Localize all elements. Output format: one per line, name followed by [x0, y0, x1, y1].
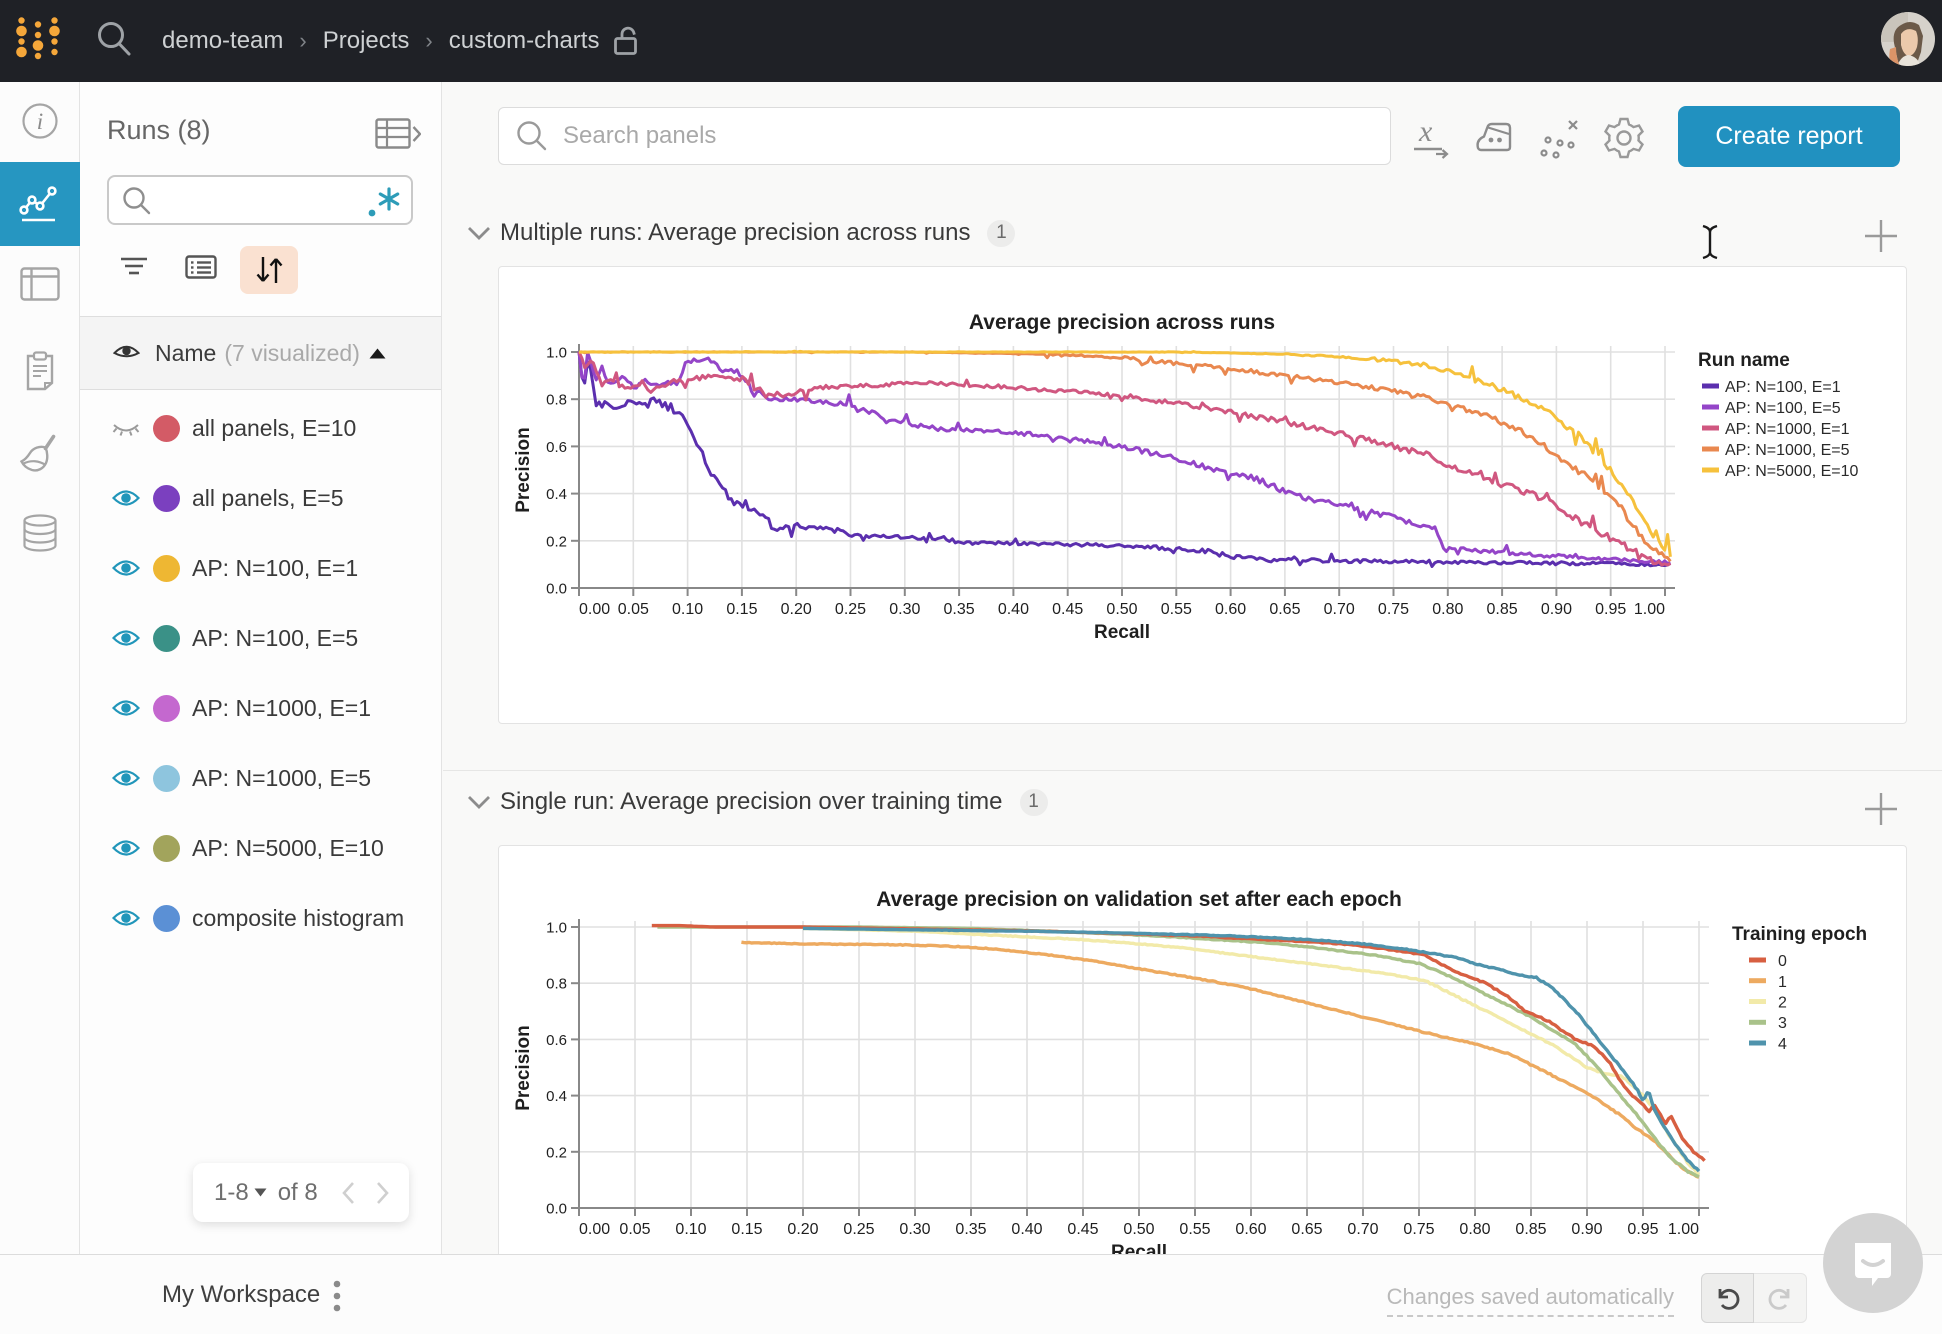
svg-text:0.95: 0.95 — [1627, 1221, 1658, 1238]
svg-text:0.70: 0.70 — [1324, 601, 1355, 618]
svg-text:0.05: 0.05 — [618, 601, 649, 618]
svg-text:0.0: 0.0 — [546, 1201, 567, 1218]
svg-text:0.15: 0.15 — [726, 601, 757, 618]
svg-text:0.0: 0.0 — [546, 581, 567, 598]
svg-text:Average precision across runs: Average precision across runs — [969, 311, 1275, 334]
svg-text:0.05: 0.05 — [619, 1221, 650, 1238]
svg-text:0.85: 0.85 — [1515, 1221, 1546, 1238]
svg-text:0.30: 0.30 — [889, 601, 920, 618]
svg-text:AP: N=100, E=5: AP: N=100, E=5 — [1725, 400, 1841, 417]
svg-text:0.10: 0.10 — [675, 1221, 706, 1238]
svg-text:0.40: 0.40 — [998, 601, 1029, 618]
svg-text:0.00: 0.00 — [579, 601, 610, 618]
svg-text:Precision: Precision — [513, 1025, 534, 1111]
svg-text:0.25: 0.25 — [835, 601, 866, 618]
svg-text:0.6: 0.6 — [546, 439, 567, 456]
svg-text:Run name: Run name — [1698, 350, 1790, 371]
svg-text:AP: N=1000, E=1: AP: N=1000, E=1 — [1725, 421, 1850, 438]
svg-text:Average precision on validatio: Average precision on validation set afte… — [876, 888, 1402, 911]
svg-text:1: 1 — [1778, 974, 1787, 991]
svg-text:1.0: 1.0 — [546, 920, 567, 937]
svg-text:0.45: 0.45 — [1052, 601, 1083, 618]
svg-text:x: x — [1418, 118, 1433, 148]
svg-text:0.70: 0.70 — [1347, 1221, 1378, 1238]
svg-text:0.75: 0.75 — [1378, 601, 1409, 618]
svg-text:0.35: 0.35 — [944, 601, 975, 618]
svg-text:1.00: 1.00 — [1668, 1221, 1699, 1238]
svg-text:Precision: Precision — [513, 427, 534, 513]
svg-text:AP: N=1000, E=5: AP: N=1000, E=5 — [1725, 442, 1850, 459]
svg-text:0.55: 0.55 — [1161, 601, 1192, 618]
svg-text:0.60: 0.60 — [1215, 601, 1246, 618]
svg-text:0.4: 0.4 — [546, 486, 567, 503]
svg-text:4: 4 — [1778, 1036, 1787, 1053]
svg-text:0.2: 0.2 — [546, 1144, 567, 1161]
svg-text:0.65: 0.65 — [1269, 601, 1300, 618]
svg-text:0.90: 0.90 — [1541, 601, 1572, 618]
svg-text:0: 0 — [1778, 953, 1787, 970]
svg-text:0.35: 0.35 — [955, 1221, 986, 1238]
svg-text:0.55: 0.55 — [1179, 1221, 1210, 1238]
svg-text:0.8: 0.8 — [546, 976, 567, 993]
svg-text:2: 2 — [1778, 995, 1787, 1012]
svg-text:0.20: 0.20 — [781, 601, 812, 618]
svg-text:0.65: 0.65 — [1291, 1221, 1322, 1238]
svg-text:0.15: 0.15 — [731, 1221, 762, 1238]
svg-text:0.80: 0.80 — [1459, 1221, 1490, 1238]
svg-text:0.10: 0.10 — [672, 601, 703, 618]
svg-text:0.90: 0.90 — [1571, 1221, 1602, 1238]
svg-text:3: 3 — [1778, 1015, 1787, 1032]
svg-text:0.40: 0.40 — [1011, 1221, 1042, 1238]
svg-text:0.00: 0.00 — [579, 1221, 610, 1238]
svg-text:0.2: 0.2 — [546, 533, 567, 550]
svg-text:AP: N=5000, E=10: AP: N=5000, E=10 — [1725, 463, 1859, 480]
svg-text:Training epoch: Training epoch — [1732, 924, 1867, 945]
svg-text:0.50: 0.50 — [1123, 1221, 1154, 1238]
svg-text:0.8: 0.8 — [546, 392, 567, 409]
svg-text:1.0: 1.0 — [546, 345, 567, 362]
svg-text:i: i — [36, 109, 42, 134]
svg-text:0.95: 0.95 — [1595, 601, 1626, 618]
svg-text:1.00: 1.00 — [1634, 601, 1665, 618]
svg-text:0.60: 0.60 — [1235, 1221, 1266, 1238]
svg-text:0.75: 0.75 — [1403, 1221, 1434, 1238]
svg-text:Recall: Recall — [1094, 622, 1150, 643]
svg-text:AP: N=100, E=1: AP: N=100, E=1 — [1725, 379, 1841, 396]
svg-text:0.45: 0.45 — [1067, 1221, 1098, 1238]
svg-text:0.25: 0.25 — [843, 1221, 874, 1238]
svg-text:0.20: 0.20 — [787, 1221, 818, 1238]
svg-text:0.50: 0.50 — [1106, 601, 1137, 618]
svg-text:0.80: 0.80 — [1432, 601, 1463, 618]
svg-text:0.6: 0.6 — [546, 1032, 567, 1049]
svg-text:0.85: 0.85 — [1487, 601, 1518, 618]
svg-text:0.4: 0.4 — [546, 1088, 567, 1105]
svg-text:0.30: 0.30 — [899, 1221, 930, 1238]
